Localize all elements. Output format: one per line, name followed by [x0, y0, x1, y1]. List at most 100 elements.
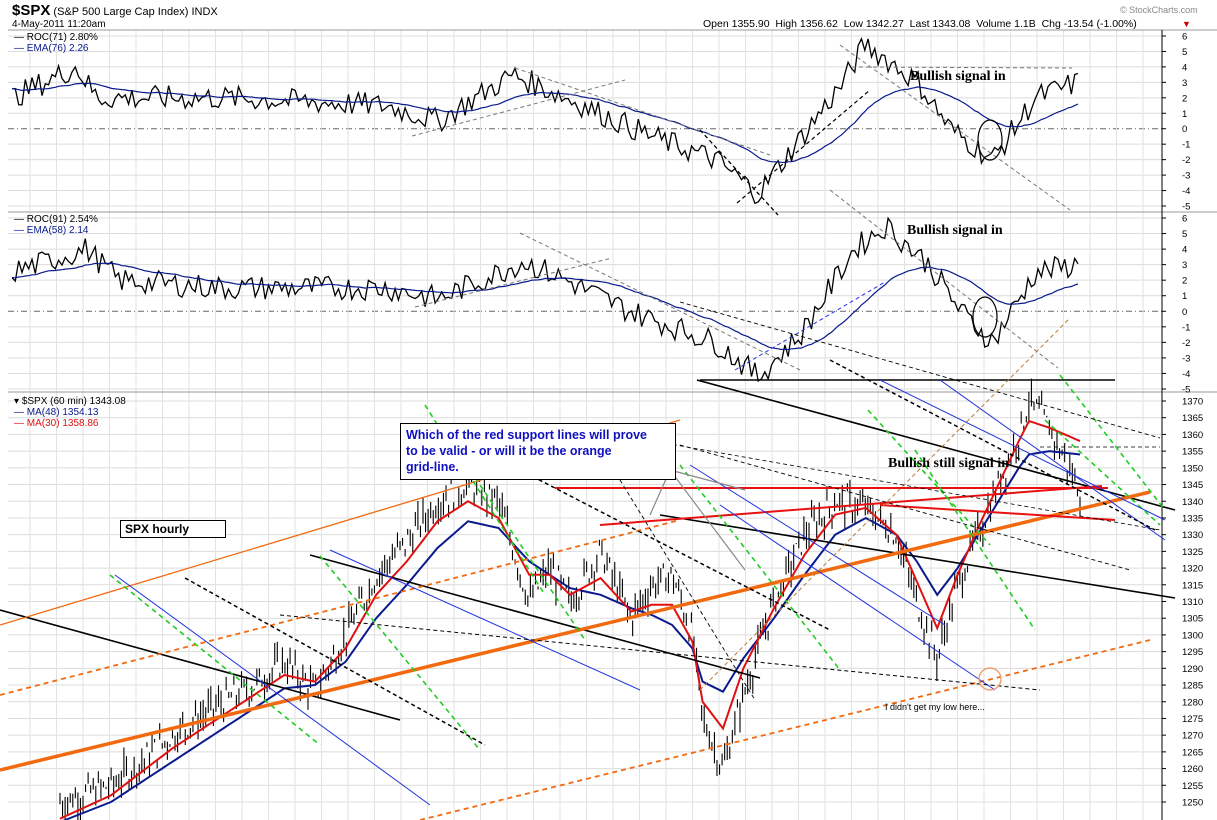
- y-tick-label: -1: [1182, 140, 1190, 151]
- trendline: [589, 429, 1161, 531]
- trendline: [514, 67, 771, 156]
- y-tick-label: 1305: [1182, 614, 1203, 625]
- y-tick-label: 1275: [1182, 714, 1203, 725]
- pointer-arrow: [669, 469, 746, 491]
- y-tick-label: 1355: [1182, 447, 1203, 458]
- quote-summary: Open 1355.90 High 1356.62 Low 1342.27 La…: [703, 18, 1137, 30]
- y-tick-label: 1280: [1182, 697, 1203, 708]
- price-legend-1: ▾ $SPX (60 min) 1343.08: [14, 396, 126, 407]
- y-tick-label: -3: [1182, 171, 1190, 182]
- trendline: [411, 79, 626, 137]
- y-tick-label: 3: [1182, 260, 1187, 271]
- trendline: [699, 129, 779, 216]
- trendline: [851, 66, 1073, 69]
- symbol: $SPX: [12, 2, 51, 19]
- date-time: 4-May-2011 11:20am: [12, 19, 106, 30]
- y-tick-label: 2: [1182, 276, 1187, 287]
- trendline: [0, 609, 401, 721]
- trendline: [469, 469, 586, 641]
- price-legend-3: — MA(30) 1358.86: [14, 418, 99, 429]
- y-tick-label: 1325: [1182, 547, 1203, 558]
- roc2-roc-line: [11, 216, 1079, 383]
- y-tick-label: 1260: [1182, 764, 1203, 775]
- bullish-signal-2: Bullish signal in: [907, 223, 1003, 238]
- signal-circle-1: [977, 119, 1003, 161]
- y-tick-label: 1295: [1182, 647, 1203, 658]
- y-tick-label: 1265: [1182, 747, 1203, 758]
- roc2-legend-1: — ROC(91) 2.54%: [14, 214, 98, 225]
- trendline: [699, 317, 1071, 691]
- trendline: [319, 555, 481, 751]
- down-arrow-icon: ▼: [1182, 19, 1191, 29]
- y-tick-label: 0: [1182, 307, 1187, 318]
- price-panel: [59, 378, 1081, 820]
- y-tick-label: 1: [1182, 109, 1187, 120]
- grid-lines: [8, 30, 1162, 820]
- trendline: [679, 301, 1161, 439]
- y-tick-label: -2: [1182, 338, 1190, 349]
- ma48-line: [62, 450, 1081, 820]
- trendline: [736, 89, 871, 204]
- y-tick-label: 1365: [1182, 413, 1203, 424]
- trendline: [0, 490, 1151, 772]
- exchange: INDX: [191, 6, 218, 18]
- y-tick-label: 6: [1182, 214, 1187, 225]
- y-tick-label: 1370: [1182, 397, 1203, 408]
- y-tick-label: 6: [1182, 32, 1187, 43]
- y-tick-label: 1250: [1182, 798, 1203, 809]
- pointer-arrow: [669, 469, 746, 571]
- panel-dividers: [8, 29, 1217, 820]
- trendline: [414, 257, 613, 308]
- y-tick-label: 1: [1182, 291, 1187, 302]
- chart-title: $SPX (S&P 500 Large Cap Index) INDX: [12, 2, 218, 19]
- y-tick-label: 1270: [1182, 731, 1203, 742]
- y-tick-label: 0: [1182, 124, 1187, 135]
- y-tick-label: 1255: [1182, 781, 1203, 792]
- roc2-legend-2: — EMA(58) 2.14: [14, 225, 89, 236]
- question-line-2: to be valid - or will it be the orange: [406, 444, 612, 458]
- y-tick-label: -1: [1182, 322, 1190, 333]
- y-tick-label: 1315: [1182, 580, 1203, 591]
- y-tick-label: 4: [1182, 245, 1187, 256]
- y-tick-label: 1300: [1182, 630, 1203, 641]
- price-legend-2: — MA(48) 1354.13: [14, 407, 99, 418]
- symbol-name: (S&P 500 Large Cap Index): [53, 6, 189, 18]
- y-tick-label: 1310: [1182, 597, 1203, 608]
- y-tick-label: -5: [1182, 202, 1190, 213]
- y-tick-label: 4: [1182, 62, 1187, 73]
- question-line-1: Which of the red support lines will prov…: [406, 428, 647, 442]
- trendline: [309, 554, 761, 679]
- spx-hourly-label: SPX hourly: [120, 520, 226, 538]
- trendline: [599, 485, 1103, 526]
- roc-panel-2: [11, 216, 1079, 383]
- trendline: [329, 549, 641, 691]
- roc1-legend-2: — EMA(76) 2.26: [14, 43, 89, 54]
- y-tick-label: 1320: [1182, 564, 1203, 575]
- trendline: [519, 232, 801, 371]
- bullish-signal-1: Bullish signal in: [910, 69, 1006, 84]
- trendline: [734, 281, 886, 371]
- trendline: [939, 379, 1166, 541]
- trendline: [419, 639, 1151, 820]
- trendline: [519, 469, 831, 631]
- y-tick-label: -5: [1182, 385, 1190, 396]
- y-tick-label: 1285: [1182, 681, 1203, 692]
- trendline: [689, 464, 946, 626]
- trendline: [679, 464, 841, 671]
- trendline: [0, 519, 681, 696]
- trendline: [184, 577, 486, 746]
- signal-circle-2: [972, 296, 998, 338]
- roc-panel-1: [11, 37, 1079, 205]
- trendline: [719, 504, 996, 691]
- trendline: [879, 379, 1166, 521]
- trendline: [1044, 419, 1161, 526]
- y-tick-label: 1330: [1182, 530, 1203, 541]
- trendline: [114, 574, 431, 806]
- question-annotation: Which of the red support lines will prov…: [400, 423, 676, 480]
- roc1-roc-line: [11, 37, 1079, 205]
- y-tick-label: -3: [1182, 353, 1190, 364]
- roc2-ema-line: [11, 262, 1079, 351]
- y-tick-label: 1345: [1182, 480, 1203, 491]
- y-tick-label: 5: [1182, 229, 1187, 240]
- watermark: © StockCharts.com: [1120, 5, 1198, 15]
